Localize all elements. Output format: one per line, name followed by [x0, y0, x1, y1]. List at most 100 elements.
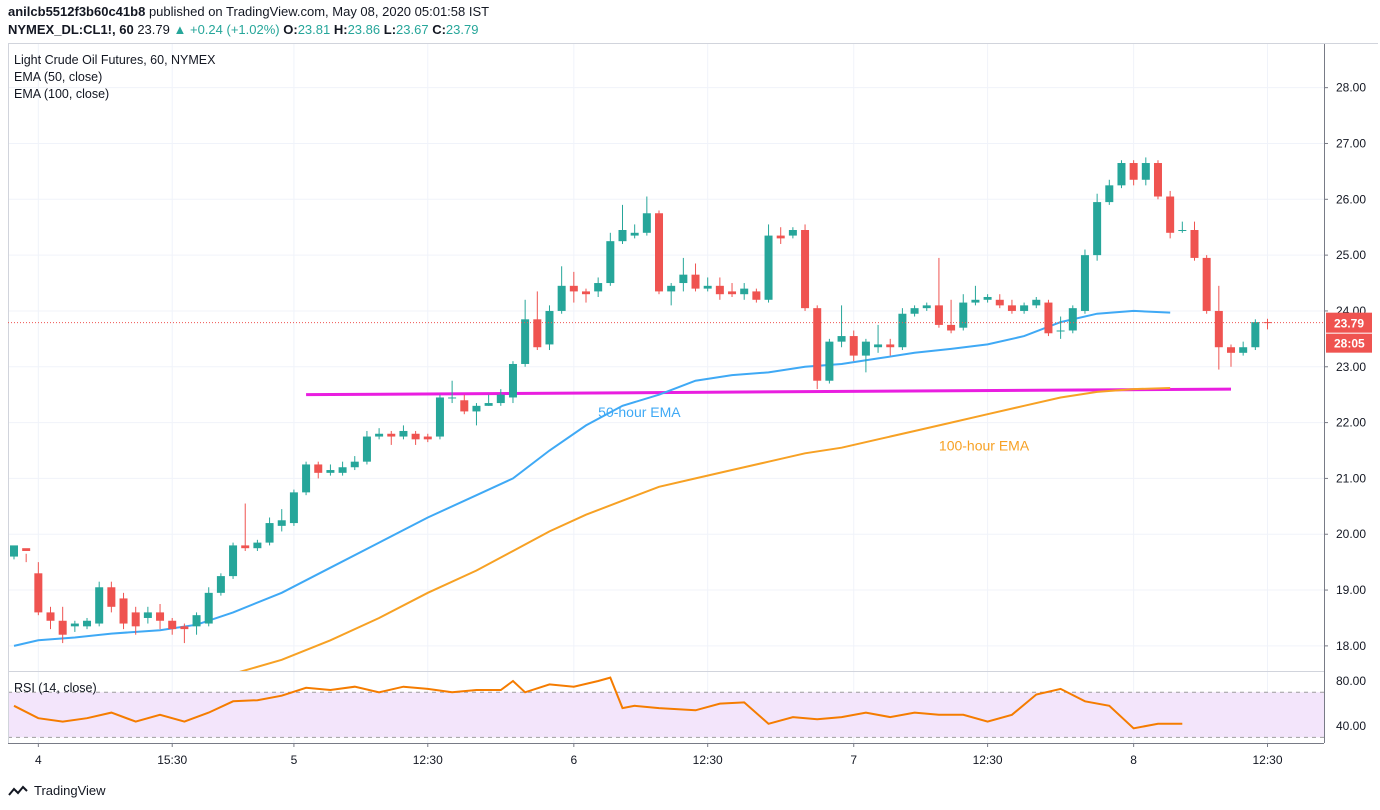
close-label: C: — [432, 22, 446, 37]
x-tick-label: 8 — [1130, 753, 1137, 767]
candle-up — [545, 310, 554, 345]
candle-up — [496, 394, 505, 404]
price-label-box — [1326, 312, 1372, 333]
candle-up — [1080, 255, 1089, 311]
high-value: 23.86 — [347, 22, 381, 37]
candle-down — [46, 612, 55, 621]
candle-up — [703, 285, 712, 289]
support-line-group — [306, 387, 1232, 397]
candle-down — [241, 545, 250, 549]
x-tick-label: 12:30 — [973, 753, 1003, 767]
candle-up — [606, 241, 615, 284]
candle-up — [277, 520, 286, 526]
candle-up — [1032, 299, 1041, 306]
axes-group: 18.0019.0020.0021.0022.0023.0024.0025.00… — [8, 43, 1378, 767]
candle-up — [435, 397, 444, 437]
candle-up — [326, 470, 335, 473]
tradingview-logo[interactable]: TradingView — [8, 783, 106, 798]
candle-up — [10, 545, 18, 557]
x-tick-label: 12:30 — [413, 753, 443, 767]
open-value: 23.81 — [297, 22, 331, 37]
candle-up — [216, 576, 225, 593]
candle-down — [533, 319, 542, 348]
candle-up — [922, 305, 931, 309]
y-tick-label: 28.00 — [1336, 81, 1366, 95]
candle-up — [788, 230, 797, 236]
high-label: H: — [333, 22, 348, 37]
legend-ema100: EMA (100, close) — [14, 87, 110, 101]
open-label: O: — [283, 22, 298, 37]
candle-up — [1056, 330, 1065, 332]
candle-up — [1178, 230, 1187, 232]
y-tick-label: 26.00 — [1336, 192, 1366, 206]
annotations-group: 50-hour EMA 100-hour EMA — [598, 404, 1030, 453]
tradingview-brand: TradingView — [34, 783, 106, 798]
candle-up — [898, 313, 907, 348]
candle-up — [630, 232, 639, 236]
candle-down — [715, 285, 724, 295]
y-tick-label: 25.00 — [1336, 248, 1366, 262]
candle-up — [229, 545, 238, 577]
candle-down — [1263, 322, 1272, 324]
x-tick-label: 12:30 — [693, 753, 723, 767]
publish-info: anilcb5512f3b60c41b8 published on Tradin… — [8, 4, 489, 19]
y-tick-label: 21.00 — [1336, 471, 1366, 485]
ema100-annotation: 100-hour EMA — [939, 438, 1030, 454]
candle-up — [448, 397, 457, 399]
rsi-tick-label: 40.00 — [1336, 719, 1366, 733]
candle-up — [1105, 185, 1114, 203]
candle-up — [375, 433, 384, 437]
candle-down — [1007, 305, 1016, 311]
candle-down — [569, 285, 578, 292]
y-tick-label: 23.00 — [1336, 360, 1366, 374]
candle-down — [581, 291, 590, 295]
candle-up — [861, 341, 870, 356]
countdown-box — [1326, 333, 1372, 353]
candle-down — [1153, 163, 1162, 197]
candle-down — [728, 291, 737, 295]
y-tick-label: 27.00 — [1336, 136, 1366, 150]
x-tick-label: 5 — [291, 753, 298, 767]
candle-up — [910, 308, 919, 314]
candle-down — [411, 433, 420, 440]
rsi-band — [8, 692, 1324, 738]
candle-up — [764, 235, 773, 300]
countdown-label: 28:05 — [1334, 337, 1365, 351]
candle-up — [642, 213, 651, 233]
candle-up — [983, 296, 992, 300]
publisher-name: anilcb5512f3b60c41b8 — [8, 4, 146, 19]
ohlc-bar: NYMEX_DL:CL1!, 60 23.79 ▲ +0.24 (+1.02%)… — [8, 22, 478, 37]
publish-text: published on TradingView.com, May 08, 20… — [148, 4, 490, 19]
candle-down — [460, 400, 469, 412]
candle-up — [1251, 322, 1260, 348]
x-tick-label: 6 — [570, 753, 577, 767]
y-tick-label: 22.00 — [1336, 416, 1366, 430]
tradingview-logo-icon — [8, 785, 28, 797]
candle-down — [1227, 347, 1235, 353]
candle-up — [740, 288, 749, 295]
candle-up — [679, 274, 688, 284]
legend-title: Light Crude Oil Futures, 60, NYMEX — [14, 53, 216, 67]
candle-up — [362, 436, 371, 462]
candle-down — [107, 587, 116, 607]
x-tick-label: 7 — [850, 753, 857, 767]
support-line — [306, 387, 1232, 397]
candle-up — [289, 492, 298, 524]
candle-down — [995, 299, 1004, 306]
candle-up — [399, 430, 408, 437]
candle-down — [314, 464, 323, 473]
ema100-group — [239, 387, 1171, 671]
candle-up — [825, 341, 834, 381]
ema50-annotation: 50-hour EMA — [598, 404, 681, 420]
symbol: NYMEX_DL:CL1!, 60 — [8, 22, 134, 37]
candle-down — [776, 235, 785, 239]
candle-up — [350, 461, 359, 468]
candle-down — [168, 620, 177, 630]
price-change: ▲ +0.24 (+1.02%) — [173, 22, 280, 37]
low-value: 23.67 — [396, 22, 429, 37]
candle-up — [265, 523, 274, 543]
candle-down — [752, 291, 761, 300]
last-price: 23.79 — [137, 22, 170, 37]
candle-down — [813, 308, 822, 381]
